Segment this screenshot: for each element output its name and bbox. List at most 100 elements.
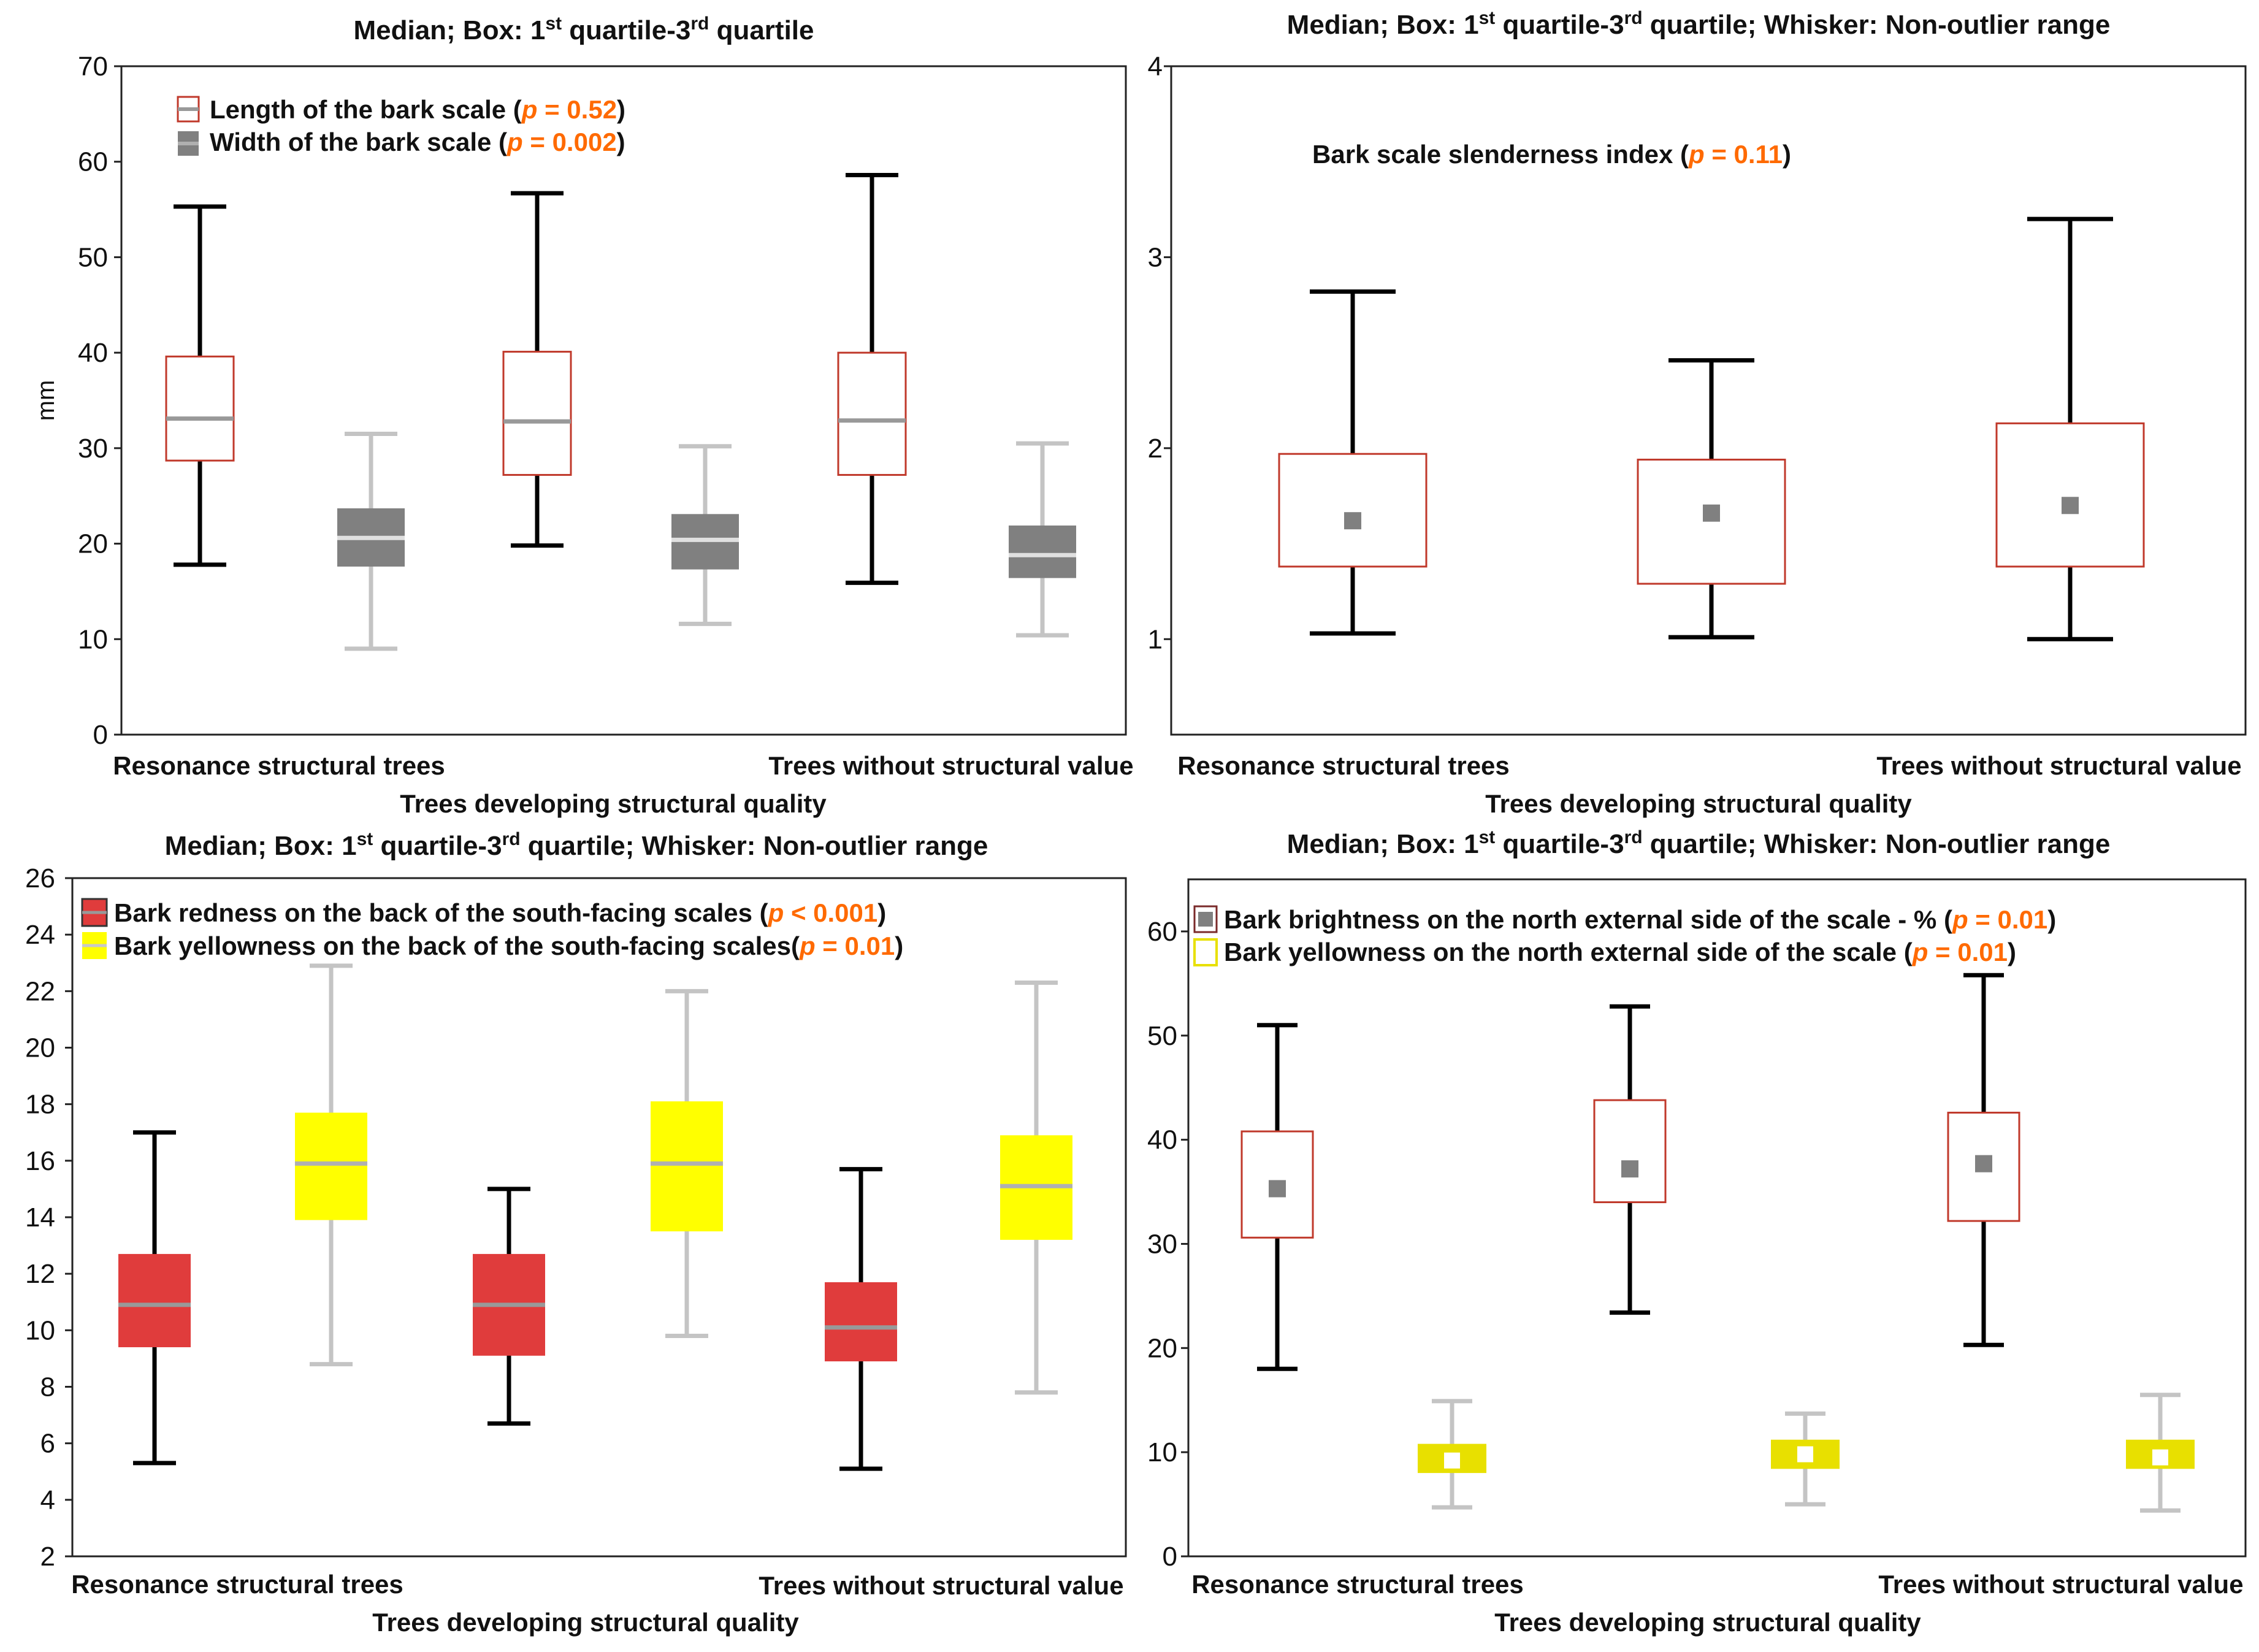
box-group: [295, 963, 367, 1367]
box-group: [2126, 1393, 2195, 1513]
chart-title: Median; Box: 1st quartile-3rd quartile; …: [1287, 827, 2111, 859]
box-series: [165, 173, 1076, 651]
quartile-box: [651, 1101, 723, 1232]
y-tick-label: 50: [78, 242, 108, 272]
legend-item-length: Length of the bark scale (p = 0.52): [210, 95, 625, 124]
median-marker: [1797, 1446, 1813, 1463]
quartile-box: [1637, 459, 1786, 585]
quartile-box: [165, 355, 235, 462]
y-tick-label: 26: [25, 863, 55, 893]
box-group: [1240, 1023, 1314, 1371]
box-group: [1000, 981, 1072, 1395]
median-marker: [1621, 1160, 1638, 1178]
quartile-box: [1009, 525, 1076, 578]
plot-frame: [1187, 878, 2247, 1558]
plot-frame: [1170, 65, 2247, 736]
x-axis-label: Trees developing structural quality: [1485, 789, 1912, 818]
box-series: [1240, 973, 2195, 1513]
panel-north-brightness-yellowness: Median; Box: 1st quartile-3rd quartile; …: [1147, 827, 2247, 1637]
y-tick-label: 2: [1148, 434, 1163, 464]
box-group: [502, 191, 572, 548]
box-series: [118, 963, 1072, 1471]
y-tick-label: 2: [40, 1542, 55, 1572]
panel-south-redness-yellowness: Median; Box: 1st quartile-3rd quartile; …: [25, 829, 1127, 1637]
chart-title: Median; Box: 1st quartile-3rd quartile; …: [1287, 8, 2111, 40]
y-tick-label: 40: [78, 338, 108, 368]
y-tick-label: 60: [1147, 917, 1177, 947]
box-group: [671, 444, 739, 626]
quartile-box: [1947, 1111, 2020, 1222]
y-tick-label: 20: [1147, 1333, 1177, 1363]
box-group: [651, 989, 723, 1339]
y-tick-label: 18: [25, 1090, 55, 1120]
legend-swatch-yellowness: [1193, 938, 1218, 966]
legend-item-yellowness: Bark yellowness on the back of the south…: [114, 931, 903, 960]
median-marker: [1269, 1180, 1286, 1198]
legend: Bark redness on the back of the south-fa…: [81, 898, 903, 960]
box-group: [1947, 973, 2020, 1347]
y-axis: 0 10 20 30 40 50 60: [1147, 917, 1188, 1572]
x-axis-label: Trees developing structural quality: [1494, 1608, 1921, 1637]
box-group: [1009, 441, 1076, 638]
panel-slenderness-index: Median; Box: 1st quartile-3rd quartile; …: [1148, 8, 2247, 818]
box-group: [1637, 358, 1786, 640]
box-group: [1278, 289, 1428, 636]
y-tick-label: 24: [25, 920, 55, 950]
y-tick-label: 20: [78, 529, 108, 559]
x-category-right: Trees without structural value: [1878, 1570, 2243, 1599]
y-tick-label: 4: [1148, 52, 1163, 82]
y-tick-label: 14: [25, 1203, 55, 1233]
legend: Length of the bark scale (p = 0.52) Widt…: [177, 95, 625, 156]
x-axis-label: Trees developing structural quality: [400, 789, 827, 818]
box-group: [837, 173, 907, 585]
legend-item-redness: Bark redness on the back of the south-fa…: [114, 898, 886, 927]
plot-frame: [71, 877, 1127, 1558]
y-tick-label: 10: [25, 1315, 55, 1345]
quartile-box: [1593, 1099, 1667, 1204]
box-group: [825, 1167, 897, 1471]
median-marker: [2152, 1449, 2168, 1466]
y-tick-label: 30: [78, 434, 108, 464]
x-category-left: Resonance structural trees: [1191, 1570, 1524, 1599]
y-tick-label: 0: [1163, 1542, 1177, 1572]
y-axis-label: mm: [32, 380, 59, 421]
box-group: [1593, 1004, 1667, 1315]
quartile-box: [502, 351, 572, 476]
x-category-right: Trees without structural value: [759, 1571, 1123, 1600]
x-category-right: Trees without structural value: [768, 751, 1133, 780]
box-group: [473, 1187, 545, 1426]
quartile-box: [118, 1253, 191, 1347]
legend-item-width: Width of the bark scale (p = 0.002): [210, 128, 625, 156]
y-tick-label: 50: [1147, 1021, 1177, 1051]
series-annotation: Bark scale slenderness index (p = 0.11): [1312, 140, 1791, 169]
y-tick-label: 12: [25, 1259, 55, 1289]
y-tick-label: 40: [1147, 1125, 1177, 1155]
x-category-left: Resonance structural trees: [1177, 751, 1510, 780]
quartile-box: [295, 1112, 367, 1220]
median-marker: [1975, 1155, 1992, 1172]
plot-frame: [120, 65, 1127, 736]
y-axis: 0 10 20 30 40 50 60 70: [78, 52, 121, 750]
y-tick-label: 3: [1148, 242, 1163, 272]
panel-box-length-width: Median; Box: 1st quartile-3rd quartile 0…: [32, 13, 1134, 818]
quartile-box: [837, 351, 907, 476]
median-marker: [2062, 497, 2079, 514]
chart-title: Median; Box: 1st quartile-3rd quartile: [353, 13, 814, 45]
legend-item-yellowness: Bark yellowness on the north external si…: [1224, 938, 2016, 966]
box-group: [337, 432, 405, 651]
chart-title: Median; Box: 1st quartile-3rd quartile; …: [165, 829, 988, 861]
box-group: [118, 1130, 191, 1466]
y-tick-label: 8: [40, 1372, 55, 1402]
legend-swatch-brightness-marker: [1198, 912, 1213, 927]
x-category-left: Resonance structural trees: [113, 751, 445, 780]
y-tick-label: 16: [25, 1146, 55, 1176]
y-tick-label: 4: [40, 1485, 55, 1515]
y-tick-label: 10: [78, 624, 108, 654]
y-tick-label: 60: [78, 147, 108, 177]
box-series: [1278, 216, 2145, 641]
quartile-box: [825, 1282, 897, 1362]
y-tick-label: 1: [1148, 624, 1163, 654]
y-axis: 1 2 3 4: [1148, 52, 1171, 654]
legend: Bark brightness on the north external si…: [1193, 905, 2056, 966]
